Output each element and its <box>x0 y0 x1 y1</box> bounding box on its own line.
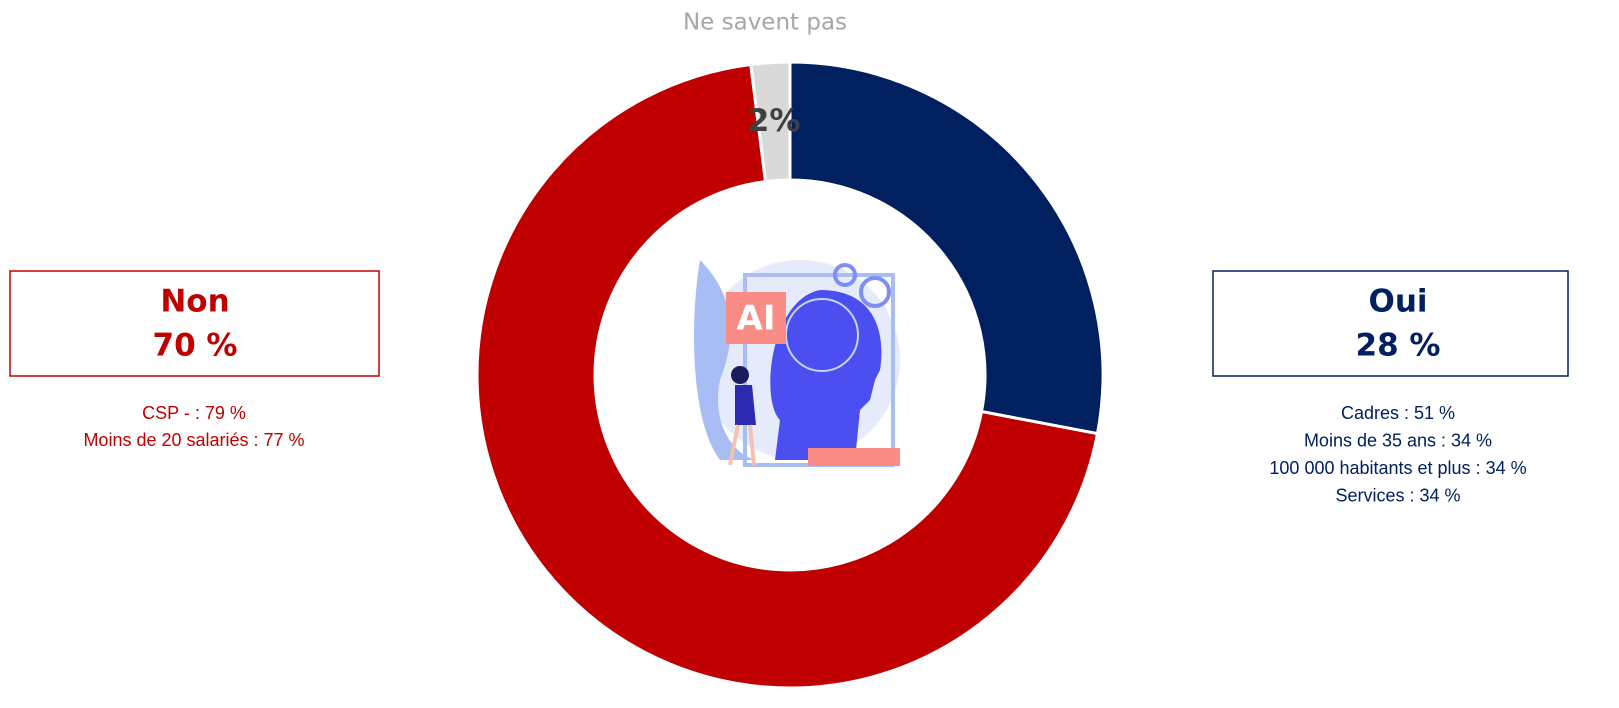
slice <box>749 60 792 184</box>
detail-text: Services : 34 % <box>1335 485 1460 505</box>
slice-name: Ne savent pas <box>683 10 847 36</box>
slice <box>788 60 1105 436</box>
detail-text: Cadres : 51 % <box>1341 403 1455 423</box>
legend-box <box>9 270 380 377</box>
value-label: 28 % <box>1356 328 1441 364</box>
slice-name: Oui <box>1368 284 1427 320</box>
value-label: 2% <box>748 103 801 139</box>
detail-text: 100 000 habitants et plus : 34 % <box>1269 458 1526 478</box>
detail-text: CSP - : 79 % <box>142 403 246 423</box>
slice <box>475 62 1100 690</box>
value-label: 70 % <box>153 328 238 364</box>
detail-text: Moins de 35 ans : 34 % <box>1304 430 1492 450</box>
slice-name: Non <box>160 284 229 320</box>
svg-text:AI: AI <box>737 299 776 339</box>
center-illustration: AI <box>694 260 900 467</box>
legend-box <box>1212 270 1569 377</box>
detail-text: Moins de 20 salariés : 77 % <box>83 430 304 450</box>
